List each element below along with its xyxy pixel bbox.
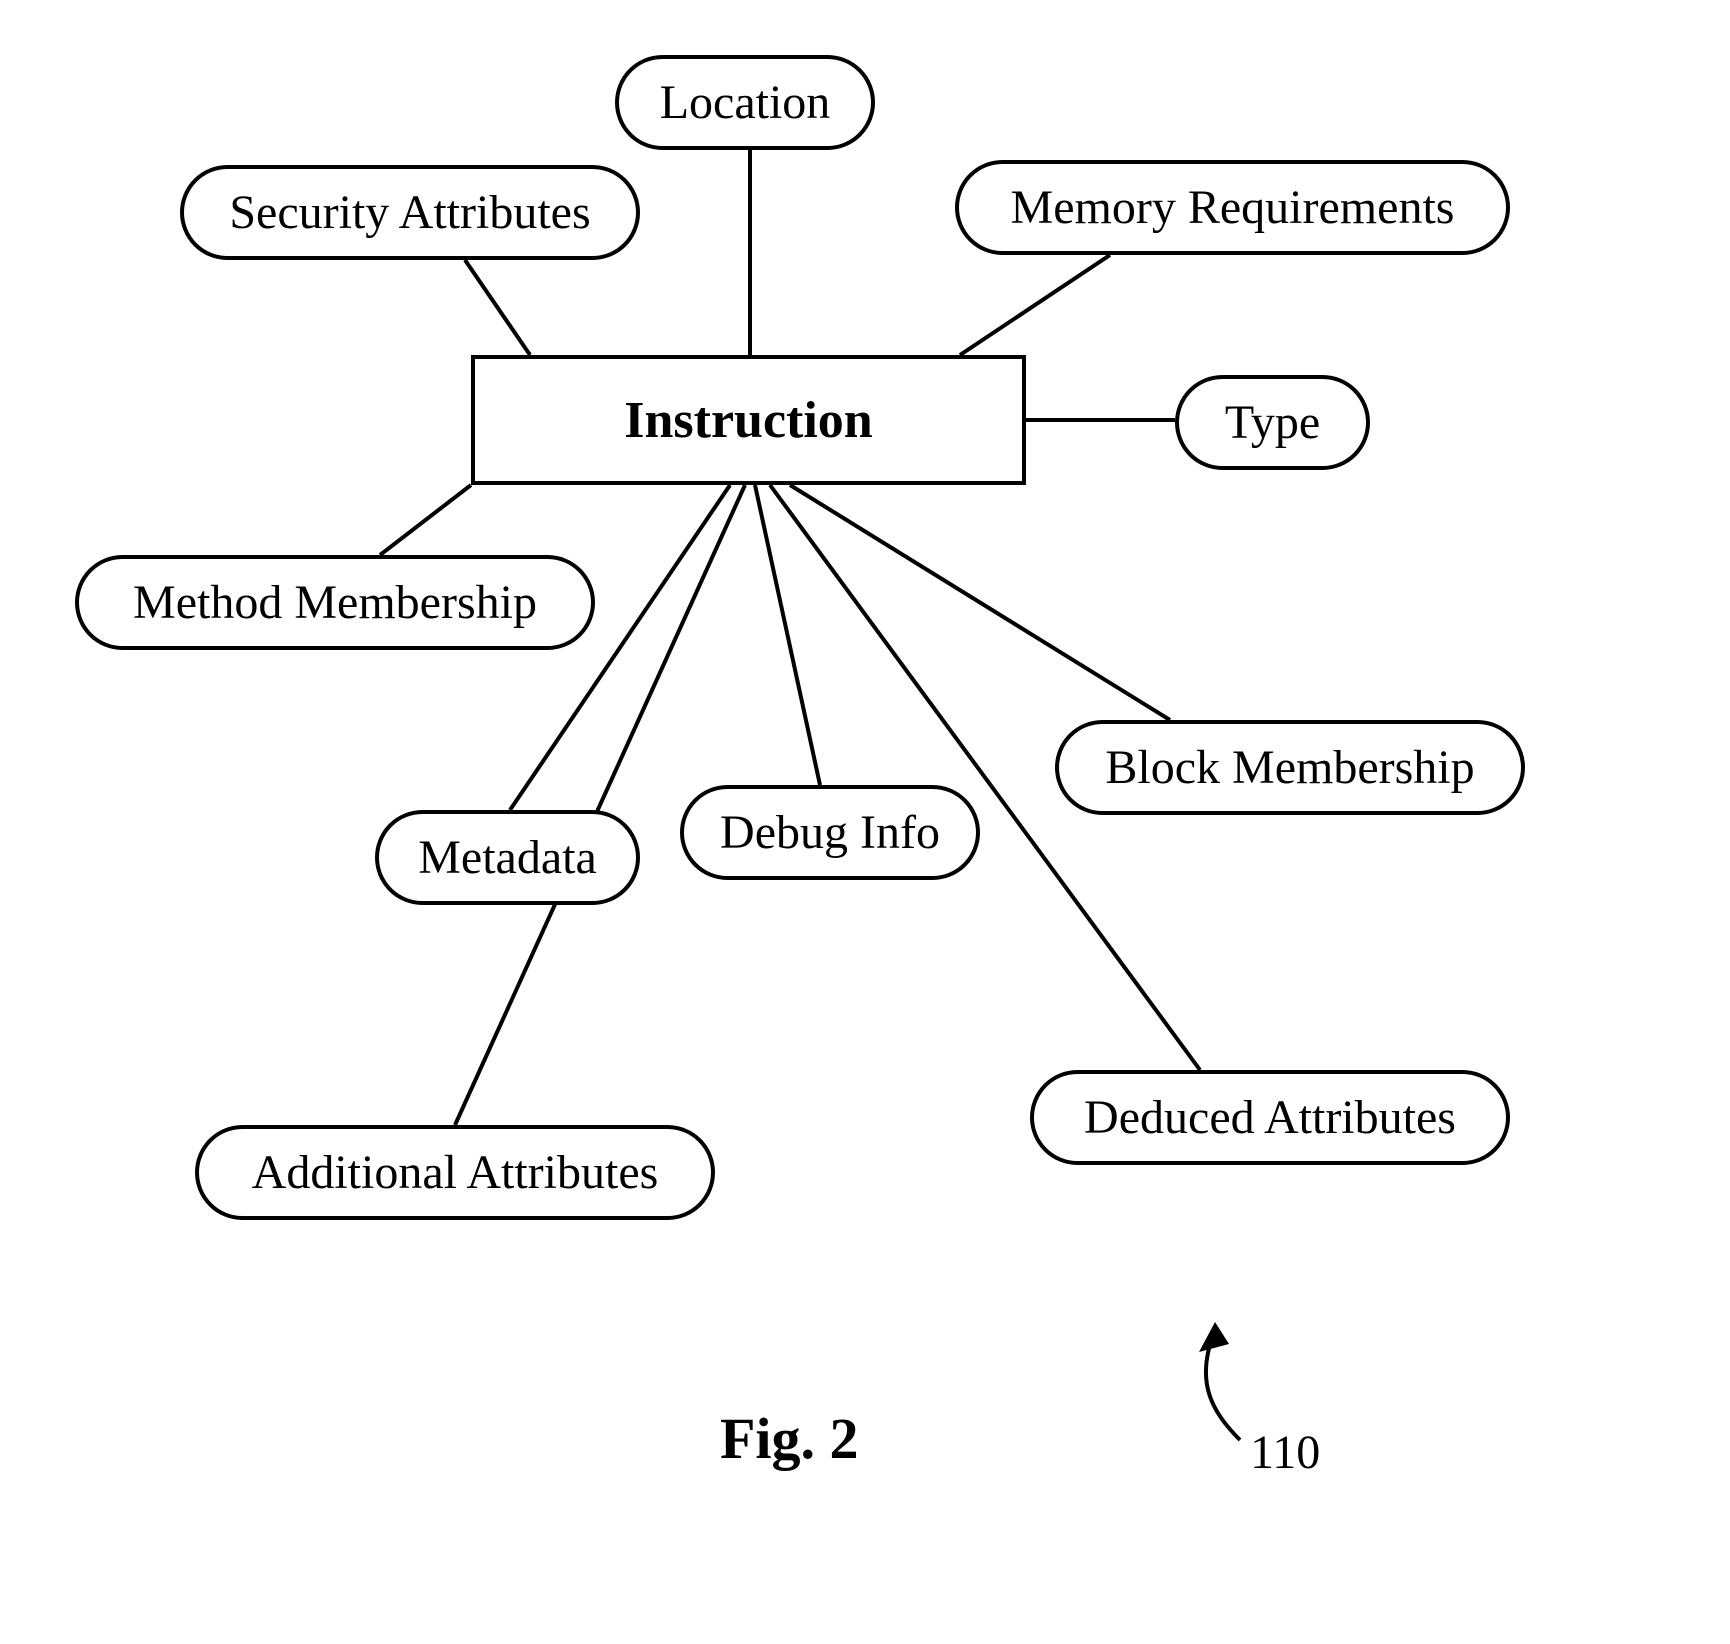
method-node: Method Membership: [75, 555, 595, 650]
edge-instruction-security: [465, 260, 530, 355]
edge-instruction-block: [790, 485, 1170, 720]
metadata-node: Metadata: [375, 810, 640, 905]
block-label: Block Membership: [1105, 740, 1474, 795]
additional-label: Additional Attributes: [252, 1145, 659, 1200]
reference-number-text: 110: [1250, 1426, 1320, 1479]
instruction-node: Instruction: [471, 355, 1026, 485]
edge-instruction-memory: [960, 255, 1110, 355]
reference-arrow-curve: [1206, 1330, 1240, 1440]
deduced-node: Deduced Attributes: [1030, 1070, 1510, 1165]
figure-caption-text: Fig. 2: [720, 1406, 859, 1471]
security-node: Security Attributes: [180, 165, 640, 260]
method-label: Method Membership: [133, 575, 537, 630]
memory-node: Memory Requirements: [955, 160, 1510, 255]
reference-arrow-head: [1199, 1322, 1229, 1352]
security-label: Security Attributes: [229, 185, 590, 240]
diagram-root: Instruction Location Security Attributes M…: [0, 0, 1730, 1644]
edge-instruction-method: [380, 485, 471, 555]
debug-node: Debug Info: [680, 785, 980, 880]
memory-label: Memory Requirements: [1011, 180, 1455, 235]
location-node: Location: [615, 55, 875, 150]
additional-node: Additional Attributes: [195, 1125, 715, 1220]
reference-number: 110: [1250, 1425, 1320, 1480]
metadata-label: Metadata: [418, 830, 597, 885]
block-node: Block Membership: [1055, 720, 1525, 815]
type-node: Type: [1175, 375, 1370, 470]
edge-instruction-debug: [755, 485, 820, 785]
deduced-label: Deduced Attributes: [1084, 1090, 1456, 1145]
figure-caption: Fig. 2: [720, 1405, 859, 1472]
type-label: Type: [1225, 395, 1320, 450]
instruction-label: Instruction: [624, 391, 872, 450]
debug-label: Debug Info: [720, 805, 940, 860]
location-label: Location: [660, 75, 831, 130]
